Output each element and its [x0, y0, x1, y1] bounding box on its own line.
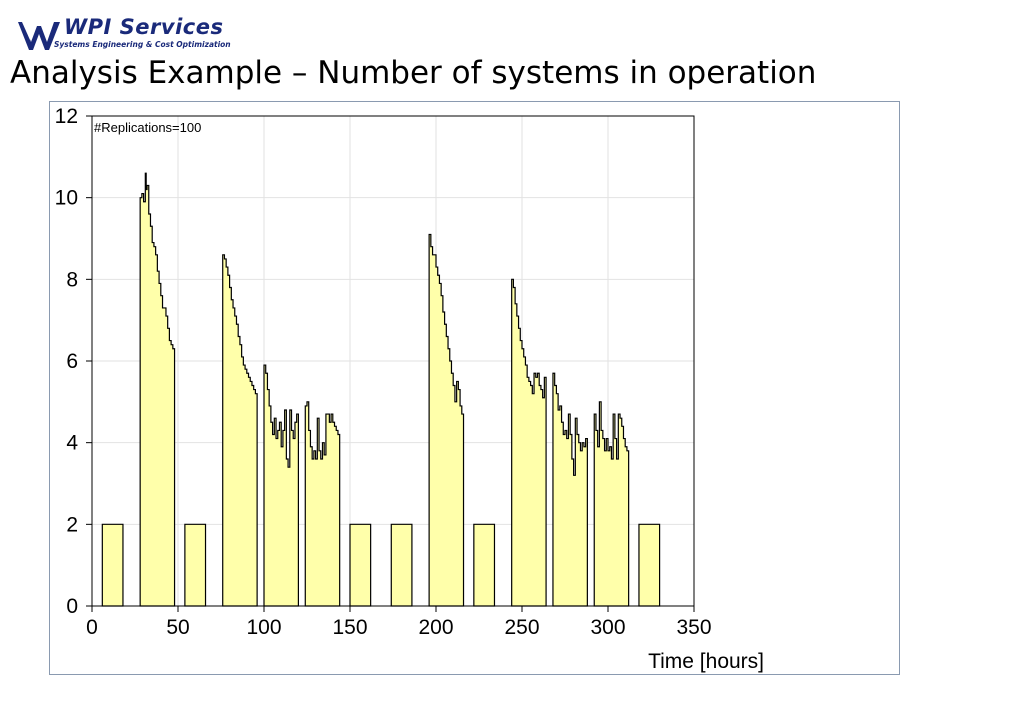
area-segment-6 [304, 401, 341, 607]
x-tick-label: 200 [418, 616, 453, 639]
wpi-logo-mark-icon [18, 22, 60, 50]
page-title: Analysis Example – Number of systems in … [10, 55, 817, 91]
area-segment-3 [184, 523, 207, 607]
area-segment-2 [139, 172, 176, 607]
y-tick-label: 12 [55, 105, 78, 128]
x-tick-label: 50 [166, 616, 189, 639]
x-tick-label: 300 [590, 616, 625, 639]
x-tick-label: 0 [86, 616, 98, 639]
systems-in-operation-chart: 0 50 100 150 200 250 300 350 0 2 4 6 8 10 12 #Replica… [55, 105, 764, 673]
x-axis-label: Time [hours] [648, 650, 764, 673]
data-area-segments [101, 172, 661, 607]
logo-name: WPI Services [64, 15, 224, 39]
y-tick-label: 0 [66, 595, 78, 618]
logo-tagline: Systems Engineering & Cost Optimization [54, 40, 231, 49]
x-tick-label: 350 [676, 616, 711, 639]
x-axis: 0 50 100 150 200 250 300 350 [86, 606, 712, 639]
x-tick-label: 100 [246, 616, 281, 639]
area-segment-7 [349, 523, 372, 607]
x-tick-label: 150 [332, 616, 367, 639]
chart-frame: 0 50 100 150 200 250 300 350 0 2 4 6 8 10 12 #Replica… [49, 101, 900, 675]
area-segment-1 [101, 523, 124, 607]
y-tick-label: 2 [66, 513, 78, 536]
replications-annotation: #Replications=100 [94, 120, 201, 135]
area-segment-10 [473, 523, 496, 607]
y-tick-label: 4 [66, 432, 78, 455]
area-segment-5 [263, 364, 299, 607]
y-tick-label: 10 [55, 187, 78, 210]
x-tick-label: 250 [504, 616, 539, 639]
area-segment-14 [638, 523, 661, 607]
area-segment-12 [552, 372, 588, 607]
y-tick-label: 6 [66, 350, 78, 373]
y-tick-label: 8 [66, 268, 78, 291]
area-segment-9 [428, 233, 465, 607]
company-logo: WPI Services Systems Engineering & Cost … [18, 15, 278, 54]
area-segment-13 [593, 401, 630, 607]
area-segment-8 [390, 523, 413, 607]
area-segment-11 [511, 278, 547, 607]
y-axis: 0 2 4 6 8 10 12 [55, 105, 92, 618]
area-segment-4 [222, 254, 258, 607]
